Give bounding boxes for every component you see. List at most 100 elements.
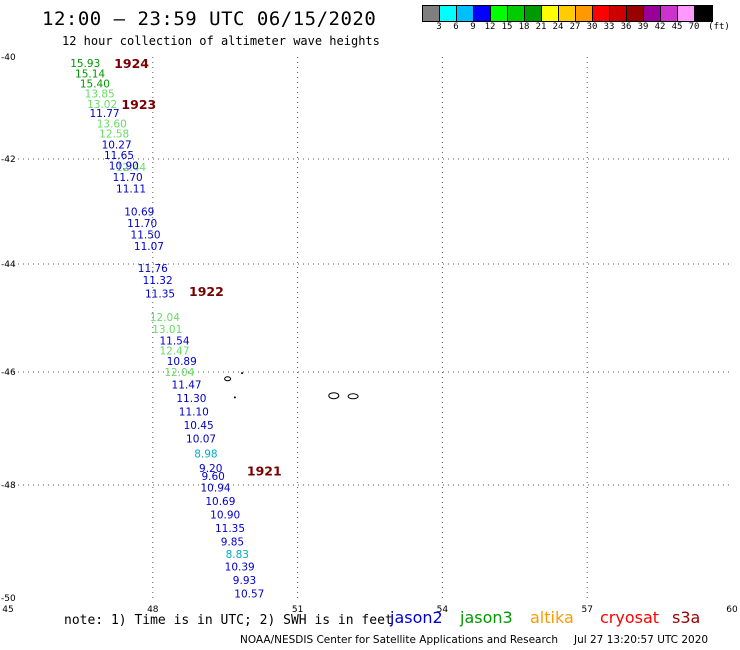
wave-height-value: 13.01 xyxy=(152,324,182,336)
pass-time-label: 1921 xyxy=(247,463,282,478)
color-scale-label: 45 xyxy=(671,22,683,32)
color-scale-label: 6 xyxy=(453,22,459,32)
lat-tick-label: -42 xyxy=(1,155,16,165)
color-swatch xyxy=(508,6,525,21)
color-scale-label: 18 xyxy=(518,22,530,32)
satellite-legend-item: altika xyxy=(530,608,574,627)
color-scale-unit: (ft) xyxy=(708,22,730,32)
wave-height-value: 11.50 xyxy=(131,230,161,242)
wave-height-value: 11.11 xyxy=(116,183,146,195)
wave-height-value: 11.54 xyxy=(159,336,189,348)
wave-height-value: 12.04 xyxy=(164,367,194,379)
wave-height-value: 11.32 xyxy=(143,275,173,287)
color-swatch xyxy=(542,6,559,21)
wave-height-value: 13.60 xyxy=(97,118,127,130)
color-swatch xyxy=(610,6,627,21)
color-scale-label: 9 xyxy=(470,22,476,32)
lon-tick-label: 48 xyxy=(147,605,159,615)
color-scale-label: 3 xyxy=(436,22,442,32)
wave-height-value: 12.47 xyxy=(159,345,189,357)
color-scale-label: 39 xyxy=(637,22,649,32)
wave-height-value: 11.07 xyxy=(134,241,164,253)
wave-height-value: 11.65 xyxy=(104,150,134,162)
lon-tick-label: 54 xyxy=(437,605,449,615)
wave-height-value: 15.14 xyxy=(75,68,105,80)
page-title: 12:00 – 23:59 UTC 06/15/2020 xyxy=(42,8,377,30)
color-scale-label: 24 xyxy=(552,22,564,32)
lon-tick-label: 57 xyxy=(581,605,592,615)
wave-height-value: 11.35 xyxy=(145,289,175,301)
wave-height-value: 9.85 xyxy=(221,537,244,549)
wave-height-value: 10.90 xyxy=(109,160,139,172)
color-swatch xyxy=(678,6,695,21)
wave-height-value: 9.20 xyxy=(199,463,222,475)
wave-height-value: 13.02 xyxy=(87,99,117,111)
page-subtitle: 12 hour collection of altimeter wave hei… xyxy=(62,34,380,48)
wave-height-value: 10.57 xyxy=(234,588,264,600)
color-swatch xyxy=(440,6,457,21)
color-swatch xyxy=(576,6,593,21)
wave-height-value: 15.40 xyxy=(80,79,110,91)
lat-tick-label: -46 xyxy=(1,368,16,378)
wave-height-value: 10.07 xyxy=(186,434,216,446)
lat-tick-label: -40 xyxy=(1,53,16,63)
satellite-legend-item: jason3 xyxy=(460,608,513,627)
color-swatch xyxy=(457,6,474,21)
satellite-legend-item: jason2 xyxy=(390,608,443,627)
wave-height-value: 8.98 xyxy=(194,448,217,460)
color-swatch xyxy=(423,6,440,21)
color-swatch xyxy=(644,6,661,21)
island-outline xyxy=(328,392,340,400)
wave-height-value: 9.93 xyxy=(233,575,256,587)
color-swatch xyxy=(525,6,542,21)
credit-line: NOAA/NESDIS Center for Satellite Applica… xyxy=(240,634,708,646)
lon-tick-label: 51 xyxy=(292,605,303,615)
color-scale-label: 42 xyxy=(654,22,666,32)
color-scale-label: 21 xyxy=(535,22,547,32)
wave-height-value: 10.69 xyxy=(205,496,235,508)
wave-height-value: 11.70 xyxy=(113,172,143,184)
pass-time-label: 1922 xyxy=(189,284,224,299)
wave-height-value: 11.10 xyxy=(179,407,209,419)
wave-height-value: 11.77 xyxy=(90,108,120,120)
wave-height-value: 8.83 xyxy=(226,549,249,561)
wave-height-value: 15.93 xyxy=(70,58,100,70)
color-swatch xyxy=(491,6,508,21)
lat-tick-label: -48 xyxy=(1,481,16,491)
footer-note: note: 1) Time is in UTC; 2) SWH is in fe… xyxy=(64,613,393,628)
wave-height-value: 10.69 xyxy=(124,207,154,219)
timestamp: Jul 27 13:20:57 UTC 2020 xyxy=(574,634,709,646)
island-outline xyxy=(347,393,359,400)
satellite-legend-item: s3a xyxy=(672,608,701,627)
wave-height-value: 10.39 xyxy=(225,561,255,573)
pass-time-label: 1924 xyxy=(114,56,149,71)
wave-height-value: 10.94 xyxy=(201,482,231,494)
color-scale-bar xyxy=(422,5,713,22)
color-swatch xyxy=(627,6,644,21)
satellite-legend-item: cryosat xyxy=(600,608,660,627)
color-scale-label: 27 xyxy=(569,22,581,32)
credit-text: NOAA/NESDIS Center for Satellite Applica… xyxy=(240,634,558,646)
wave-height-value: 10.45 xyxy=(184,420,214,432)
lat-tick-label: -44 xyxy=(1,260,16,270)
wave-height-value: 10.89 xyxy=(167,356,197,368)
island-outline xyxy=(224,376,232,382)
color-scale-label: 12 xyxy=(484,22,496,32)
color-swatch xyxy=(593,6,610,21)
wave-height-value: 12.58 xyxy=(99,129,129,141)
lon-tick-label: 45 xyxy=(2,605,13,615)
color-swatch xyxy=(695,6,712,21)
wave-height-value: 10.90 xyxy=(210,509,240,521)
wave-height-value: 12.04 xyxy=(150,312,180,324)
wave-height-value: 13.85 xyxy=(85,89,115,101)
lon-tick-label: 60 xyxy=(726,605,738,615)
wave-height-value: 11.76 xyxy=(138,263,168,275)
color-scale-label: 30 xyxy=(586,22,598,32)
wave-height-value: 9.60 xyxy=(201,471,224,483)
wave-height-value: 11.70 xyxy=(127,218,157,230)
pass-time-label: 1923 xyxy=(121,97,156,112)
island-outline xyxy=(241,372,244,375)
color-scale-label: 33 xyxy=(603,22,615,32)
wave-height-value: 11.47 xyxy=(172,379,202,391)
